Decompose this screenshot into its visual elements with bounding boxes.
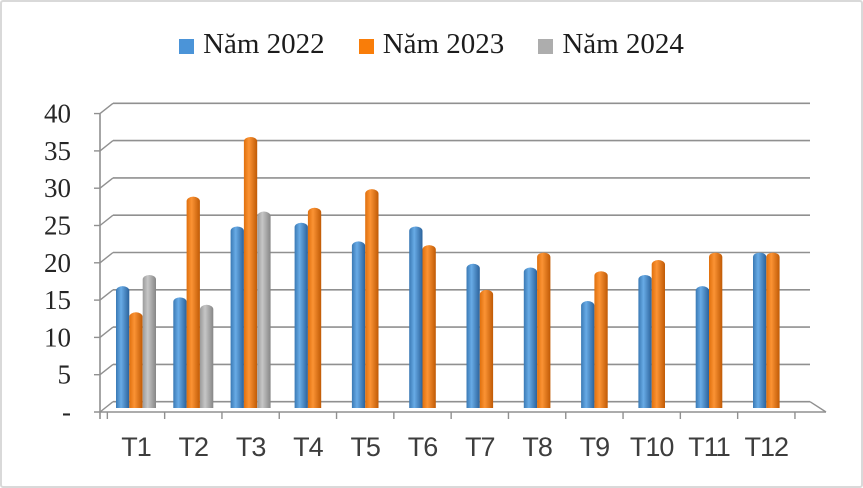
bar-t6-năm-2022	[409, 226, 423, 408]
grid-depth-connector	[99, 140, 114, 152]
bar-t9-năm-2022	[581, 301, 595, 408]
x-axis-label-t8: T8	[522, 432, 552, 462]
y-axis-label-40: 40	[44, 99, 71, 129]
x-axis-label-t12: T12	[745, 432, 789, 462]
grid-depth-connector	[99, 251, 114, 264]
bar-t7-năm-2023	[479, 289, 494, 408]
grid-depth-connector	[99, 363, 114, 376]
bar-t12-năm-2022	[753, 252, 767, 408]
bar-t2-năm-2022	[173, 297, 187, 408]
bar-t2-năm-2023	[186, 196, 200, 408]
bar-t7-năm-2022	[466, 263, 480, 408]
bar-t4-năm-2022	[294, 222, 308, 408]
bar-t10-năm-2023	[651, 260, 665, 408]
bars	[116, 136, 780, 408]
legend-label: Năm 2023	[382, 28, 505, 60]
bar-t11-năm-2023	[709, 252, 723, 408]
y-axis-label-10: 10	[44, 322, 71, 352]
y-axis-label-35: 35	[44, 136, 71, 166]
bar-t1-năm-2023	[129, 312, 143, 408]
bar-t2-năm-2024	[200, 304, 214, 408]
legend-swatch-nam-2022	[179, 38, 195, 54]
legend-swatch-nam-2024	[538, 38, 554, 54]
x-axis-label-t9: T9	[580, 432, 610, 462]
grid-depth-connector	[99, 401, 114, 413]
bar-t8-năm-2022	[523, 267, 538, 408]
bar-t3-năm-2024	[257, 211, 271, 408]
y-axis-label-5: 5	[58, 360, 72, 390]
bar-t4-năm-2023	[307, 207, 322, 408]
bar-t3-năm-2022	[230, 226, 244, 408]
bar-t6-năm-2023	[422, 245, 436, 408]
x-axis-label-t1: T1	[121, 432, 151, 462]
gridlines	[94, 102, 810, 413]
x-axis-label-t10: T10	[630, 432, 674, 462]
x-axis-label-t11: T11	[688, 432, 730, 462]
grid-depth-connector	[99, 214, 114, 227]
floor-right-edge	[809, 401, 827, 413]
legend-item-nam-2024: Năm 2024	[538, 28, 684, 61]
y-axis-label-15: 15	[44, 285, 71, 315]
y-axis-label-25: 25	[44, 211, 71, 241]
bar-t5-năm-2023	[365, 189, 379, 408]
legend: Năm 2022 Năm 2023 Năm 2024	[2, 28, 861, 61]
x-axis-label-t4: T4	[293, 432, 323, 462]
x-axis-label-t6: T6	[408, 432, 438, 462]
x-axis-label-t7: T7	[465, 432, 495, 462]
legend-item-nam-2023: Năm 2023	[358, 28, 505, 61]
y-axis-label-30: 30	[44, 173, 71, 203]
legend-swatch-nam-2023	[358, 38, 374, 54]
grid-depth-connector	[99, 102, 114, 115]
bar-t11-năm-2022	[695, 286, 709, 408]
grid-depth-connector	[99, 326, 114, 338]
bar-t9-năm-2023	[594, 271, 608, 408]
bar-t5-năm-2022	[351, 241, 366, 408]
bar-t10-năm-2022	[638, 274, 652, 408]
bar-t1-năm-2024	[142, 274, 156, 408]
legend-label: Năm 2024	[562, 28, 684, 60]
x-axis-labels: T1 T2 T3 T4 T5 T6 T7 T8 T9 T10 T11 T12	[121, 432, 789, 462]
y-axis-label-20: 20	[44, 248, 71, 278]
axes	[99, 113, 827, 419]
grid-depth-connector	[99, 289, 114, 301]
y-axis-label-0: -	[62, 397, 71, 427]
x-axis-label-t5: T5	[350, 432, 380, 462]
x-axis-label-t2: T2	[179, 432, 209, 462]
x-axis-label-t3: T3	[236, 432, 266, 462]
y-axis-labels: - 5 10 15 20 25 30 35 40	[44, 99, 71, 427]
bar-t12-năm-2023	[766, 252, 780, 408]
grid-depth-connector	[99, 177, 114, 189]
bar-t3-năm-2023	[243, 136, 258, 408]
legend-label: Năm 2022	[203, 28, 325, 60]
legend-item-nam-2022: Năm 2022	[179, 28, 325, 61]
bar-t8-năm-2023	[537, 252, 551, 408]
bar-t1-năm-2022	[116, 286, 130, 408]
